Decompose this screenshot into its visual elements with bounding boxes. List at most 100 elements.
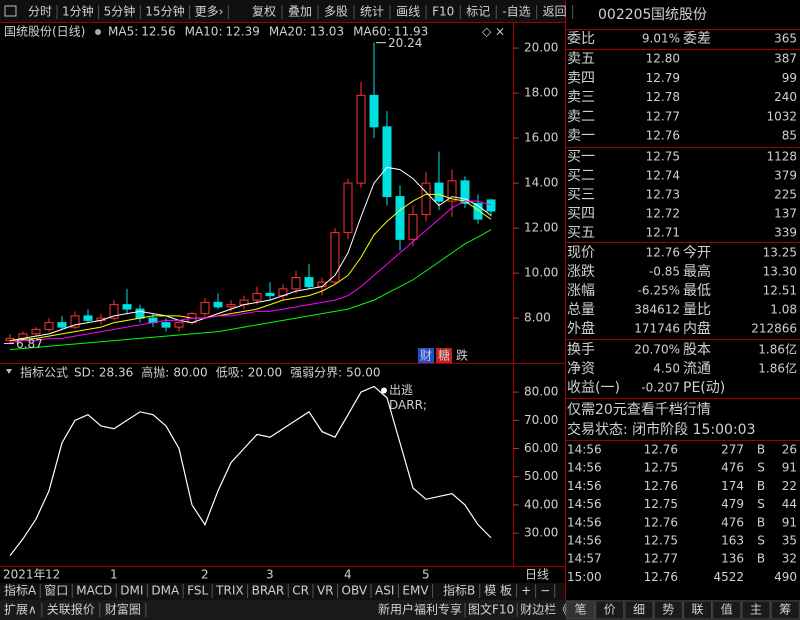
period-label[interactable]: 日线 xyxy=(525,568,549,582)
footer-link[interactable]: 财边栏《 xyxy=(520,602,568,617)
param-value: 20.00 xyxy=(248,366,282,380)
panel-tab[interactable]: 价 xyxy=(604,603,616,617)
tab-bg xyxy=(624,600,654,620)
indicator-tab[interactable]: 窗口 xyxy=(44,584,68,598)
field-label: 量比 xyxy=(683,302,711,318)
candle-body xyxy=(200,301,210,315)
indicator-tab[interactable]: + xyxy=(521,584,531,598)
candle-body xyxy=(421,182,431,216)
panel-tab[interactable]: 联 xyxy=(691,603,703,617)
badge[interactable]: 糖 xyxy=(438,348,450,363)
level-volume: 85 xyxy=(782,129,797,143)
promo-link[interactable]: 仅需20元查看千档行情 xyxy=(567,402,711,418)
level-price: 12.75 xyxy=(646,150,680,164)
indicator-tab[interactable]: 指标B xyxy=(443,583,475,598)
candle-body xyxy=(122,304,132,310)
field-label: 换手 xyxy=(567,341,595,358)
badge[interactable]: 跌 xyxy=(456,348,468,363)
indicator-tab[interactable]: CR xyxy=(292,584,309,598)
toolbar-button[interactable]: F10 xyxy=(432,5,454,19)
field-value: 4.50 xyxy=(653,362,680,376)
toolbar-button[interactable]: 画线 xyxy=(396,5,420,19)
trade-count: 44 xyxy=(782,497,797,511)
panel-tab[interactable]: 势 xyxy=(662,603,674,617)
indicator-tab[interactable]: − xyxy=(540,584,550,598)
candle-body xyxy=(395,196,405,240)
toolbar-button[interactable]: 15分钟 xyxy=(145,4,184,19)
badge-bg xyxy=(436,348,452,363)
x-tick-label: 4 xyxy=(344,568,352,582)
toolbar-button[interactable]: -自选 xyxy=(502,5,530,19)
level-price: 12.80 xyxy=(646,52,680,66)
level-volume: 339 xyxy=(774,226,797,240)
toolbar-button[interactable]: 分时 xyxy=(28,5,52,19)
x-tick-label: 3 xyxy=(266,568,274,582)
indicator-tab[interactable]: BRAR xyxy=(252,584,285,598)
toolbar-button[interactable]: 返回 xyxy=(543,5,567,19)
toolbar-button[interactable]: 复权 xyxy=(252,5,276,19)
param-name: 高抛: xyxy=(141,365,169,380)
footer-link[interactable]: 图文F10 xyxy=(468,602,514,617)
panel-tab[interactable]: 笔 xyxy=(574,602,586,617)
legend-dot xyxy=(95,29,101,35)
level-price: 12.72 xyxy=(646,207,680,221)
indicator-tab[interactable]: OBV xyxy=(342,584,368,598)
y-tick-label: 14.00 xyxy=(524,176,558,190)
indicator-tab[interactable]: 模 板 xyxy=(484,584,512,598)
tab-bg xyxy=(770,600,800,620)
indicator-tab[interactable]: FSL xyxy=(187,584,208,598)
toolbar-button[interactable]: 5分钟 xyxy=(104,4,136,19)
field-value: 13.30 xyxy=(763,265,797,279)
trade-count: 26 xyxy=(782,443,797,457)
y-tick-label: 20.00 xyxy=(524,41,558,55)
indicator-tab[interactable]: 指标A xyxy=(4,583,37,598)
indicator-tab[interactable]: MACD xyxy=(76,584,112,598)
field-label: 最高 xyxy=(683,263,711,280)
trade-volume: 136 xyxy=(721,552,744,566)
trade-price: 12.75 xyxy=(644,497,678,511)
candle-body xyxy=(330,232,340,283)
level-label: 卖一 xyxy=(567,128,595,144)
footer-link[interactable]: 扩展∧ xyxy=(4,603,37,617)
field-value: 12.51 xyxy=(763,284,797,298)
toolbar-button[interactable]: 统计 xyxy=(360,5,384,19)
panel-tab[interactable]: 值 xyxy=(721,602,733,617)
trade-price: 12.75 xyxy=(644,461,678,475)
field-value: 20.70% xyxy=(634,343,680,357)
indicator-tab[interactable]: VR xyxy=(317,584,334,598)
panel-tab[interactable]: 筹 xyxy=(779,603,791,617)
indicator-tab[interactable]: ASI xyxy=(375,584,394,598)
toolbar-button[interactable]: 标记 xyxy=(466,5,490,19)
trade-side: B xyxy=(757,552,765,566)
toolbar-button[interactable]: 1分钟 xyxy=(62,4,94,19)
badge[interactable]: 财 xyxy=(420,349,432,363)
tab-bg xyxy=(712,600,742,620)
level-label: 买四 xyxy=(567,206,595,222)
level-price: 12.79 xyxy=(646,71,680,85)
panel-tab[interactable]: 细 xyxy=(633,603,645,617)
panel-tab[interactable]: 主 xyxy=(750,603,762,617)
footer-link[interactable]: 新用户福利专享 xyxy=(378,602,462,617)
indicator-tab[interactable]: DMI xyxy=(120,584,143,598)
field-label: 现价 xyxy=(567,245,595,261)
trade-price: 12.76 xyxy=(644,570,678,584)
field-label: 股本 xyxy=(683,342,711,358)
candle-body xyxy=(213,301,223,308)
y-tick-label: 18.00 xyxy=(524,86,558,100)
indicator-tab[interactable]: DMA xyxy=(151,584,180,598)
legend-value: 12.39 xyxy=(225,25,259,39)
trade-time: 14:56 xyxy=(567,534,602,548)
level-label: 买三 xyxy=(567,187,595,203)
indicator-tab[interactable]: TRIX xyxy=(215,584,243,598)
indicator-tab[interactable]: EMV xyxy=(402,584,429,598)
legend-name: MA10: xyxy=(185,25,223,39)
toolbar-button[interactable]: 多股 xyxy=(324,5,348,19)
tab-bg xyxy=(653,600,683,620)
footer-link[interactable]: 关联报价 xyxy=(47,602,95,617)
toolbar-button[interactable]: 叠加 xyxy=(288,5,312,19)
level-volume: 240 xyxy=(774,90,797,104)
level-volume: 387 xyxy=(774,52,797,66)
candle-body xyxy=(408,214,418,240)
footer-link[interactable]: 财富圈 xyxy=(105,602,141,617)
toolbar-button[interactable]: 更多› xyxy=(195,5,224,19)
